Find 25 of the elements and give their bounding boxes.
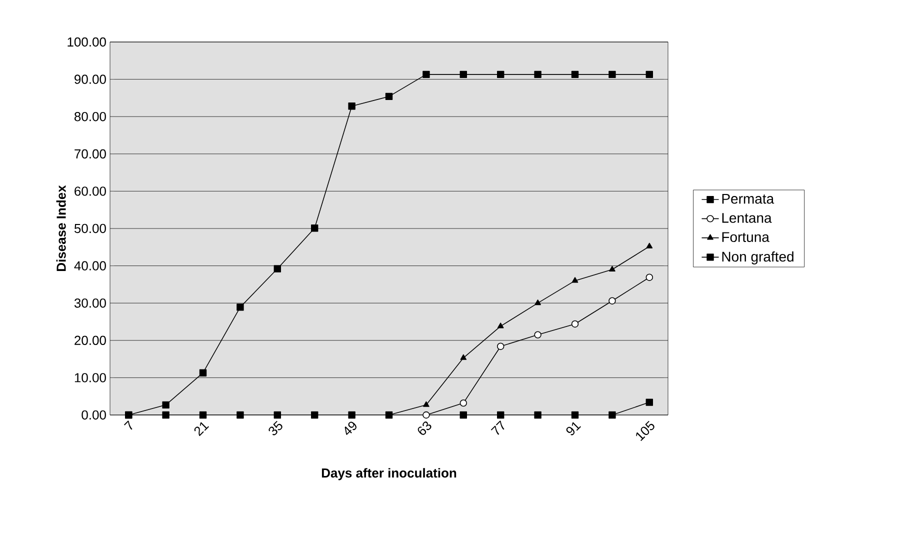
x-tick-label: 63 xyxy=(418,422,432,435)
y-tick-label: 40.00 xyxy=(74,261,106,270)
y-tick-label: 70.00 xyxy=(74,149,106,158)
x-tick-label: 35 xyxy=(268,420,282,436)
y-tick-label: 80.00 xyxy=(74,112,106,122)
legend-label: Permata xyxy=(722,194,774,204)
x-tick-label: 77 xyxy=(490,420,504,435)
x-tick-label: 7 xyxy=(124,420,132,430)
y-tick-label: 90.00 xyxy=(74,74,106,84)
x-tick-label: 21 xyxy=(194,422,209,436)
y-tick-label: 0.00 xyxy=(82,410,106,420)
legend-label: Fortuna xyxy=(722,232,770,242)
x-axis-title: Days after inoculation xyxy=(322,468,456,480)
y-tick-label: 10.00 xyxy=(74,373,106,382)
y-tick-label: 20.00 xyxy=(74,336,106,345)
y-tick-label: 100.00 xyxy=(68,37,106,47)
legend-label: Lentana xyxy=(722,213,772,223)
x-tick-label: 105 xyxy=(636,420,654,442)
x-tick-label: 49 xyxy=(344,422,356,435)
y-tick-label: 50.00 xyxy=(74,224,106,234)
y-axis-title: Disease Index xyxy=(56,185,66,271)
y-tick-label: 60.00 xyxy=(74,186,106,196)
y-tick-label: 30.00 xyxy=(74,298,106,308)
legend-label: Non grafted xyxy=(722,251,794,264)
x-tick-label: 91 xyxy=(566,422,581,436)
